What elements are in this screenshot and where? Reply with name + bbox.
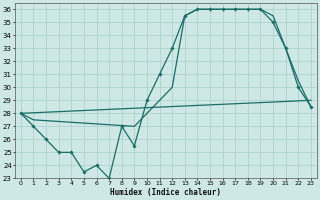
X-axis label: Humidex (Indice chaleur): Humidex (Indice chaleur) bbox=[110, 188, 221, 197]
